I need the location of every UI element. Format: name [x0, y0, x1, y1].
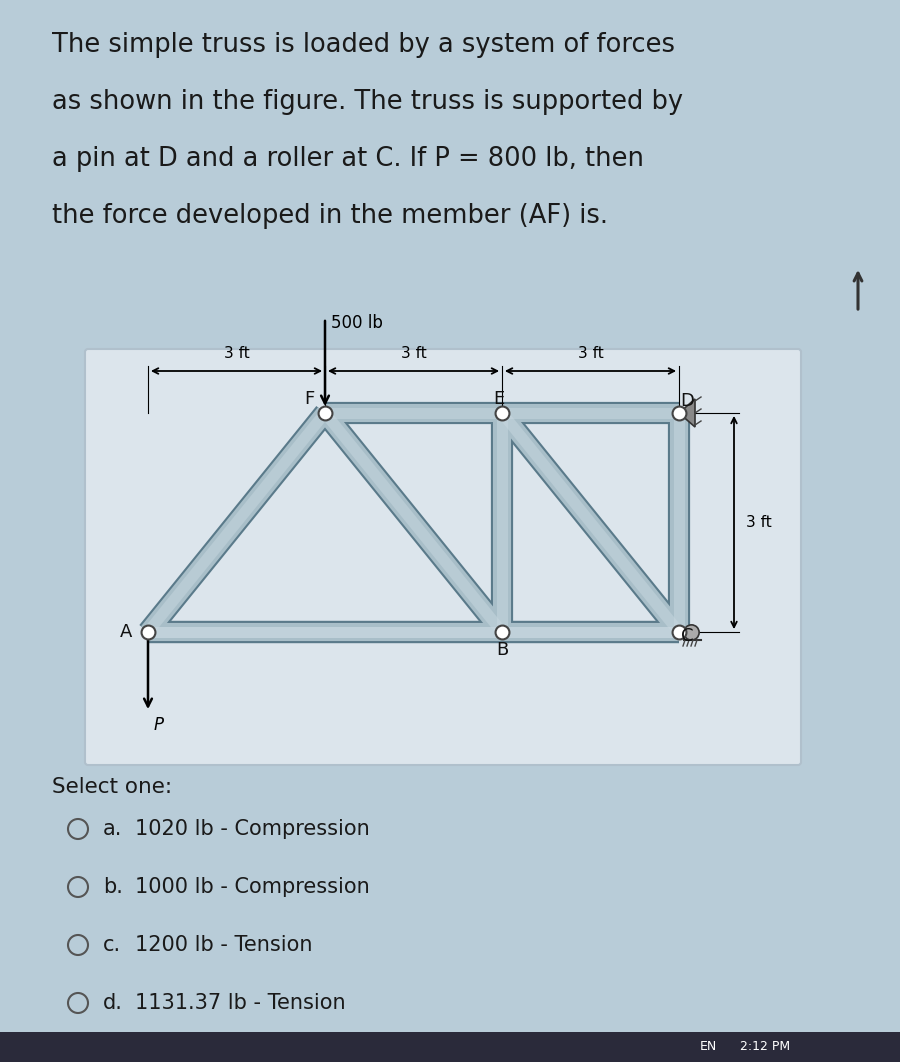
- Text: 3 ft: 3 ft: [400, 346, 427, 361]
- Text: F: F: [304, 390, 314, 408]
- Text: 1020 lb - Compression: 1020 lb - Compression: [135, 819, 370, 839]
- Text: E: E: [493, 390, 505, 408]
- Text: D: D: [680, 392, 694, 410]
- Text: b.: b.: [103, 877, 123, 897]
- Polygon shape: [679, 399, 695, 427]
- Text: a.: a.: [103, 819, 122, 839]
- Text: 3 ft: 3 ft: [746, 515, 772, 530]
- FancyBboxPatch shape: [85, 349, 801, 765]
- Text: 3 ft: 3 ft: [223, 346, 249, 361]
- Text: d.: d.: [103, 993, 123, 1013]
- Text: 1131.37 lb - Tension: 1131.37 lb - Tension: [135, 993, 346, 1013]
- Text: 1200 lb - Tension: 1200 lb - Tension: [135, 935, 312, 955]
- Text: Select one:: Select one:: [52, 777, 172, 796]
- Text: EN: EN: [700, 1041, 717, 1054]
- Text: 500 lb: 500 lb: [331, 314, 382, 332]
- Bar: [0, 1032, 900, 1062]
- Text: B: B: [496, 641, 508, 660]
- Text: the force developed in the member (AF) is.: the force developed in the member (AF) i…: [52, 203, 608, 229]
- Text: c.: c.: [103, 935, 122, 955]
- Text: P: P: [154, 716, 164, 734]
- Text: C: C: [680, 627, 693, 645]
- Text: 1000 lb - Compression: 1000 lb - Compression: [135, 877, 370, 897]
- Text: A: A: [120, 623, 132, 641]
- Text: as shown in the figure. The truss is supported by: as shown in the figure. The truss is sup…: [52, 89, 683, 115]
- Text: 3 ft: 3 ft: [578, 346, 603, 361]
- Text: a pin at D and a roller at C. If P = 800 lb, then: a pin at D and a roller at C. If P = 800…: [52, 145, 644, 172]
- Text: The simple truss is loaded by a system of forces: The simple truss is loaded by a system o…: [52, 32, 675, 58]
- Text: 2:12 PM: 2:12 PM: [740, 1041, 790, 1054]
